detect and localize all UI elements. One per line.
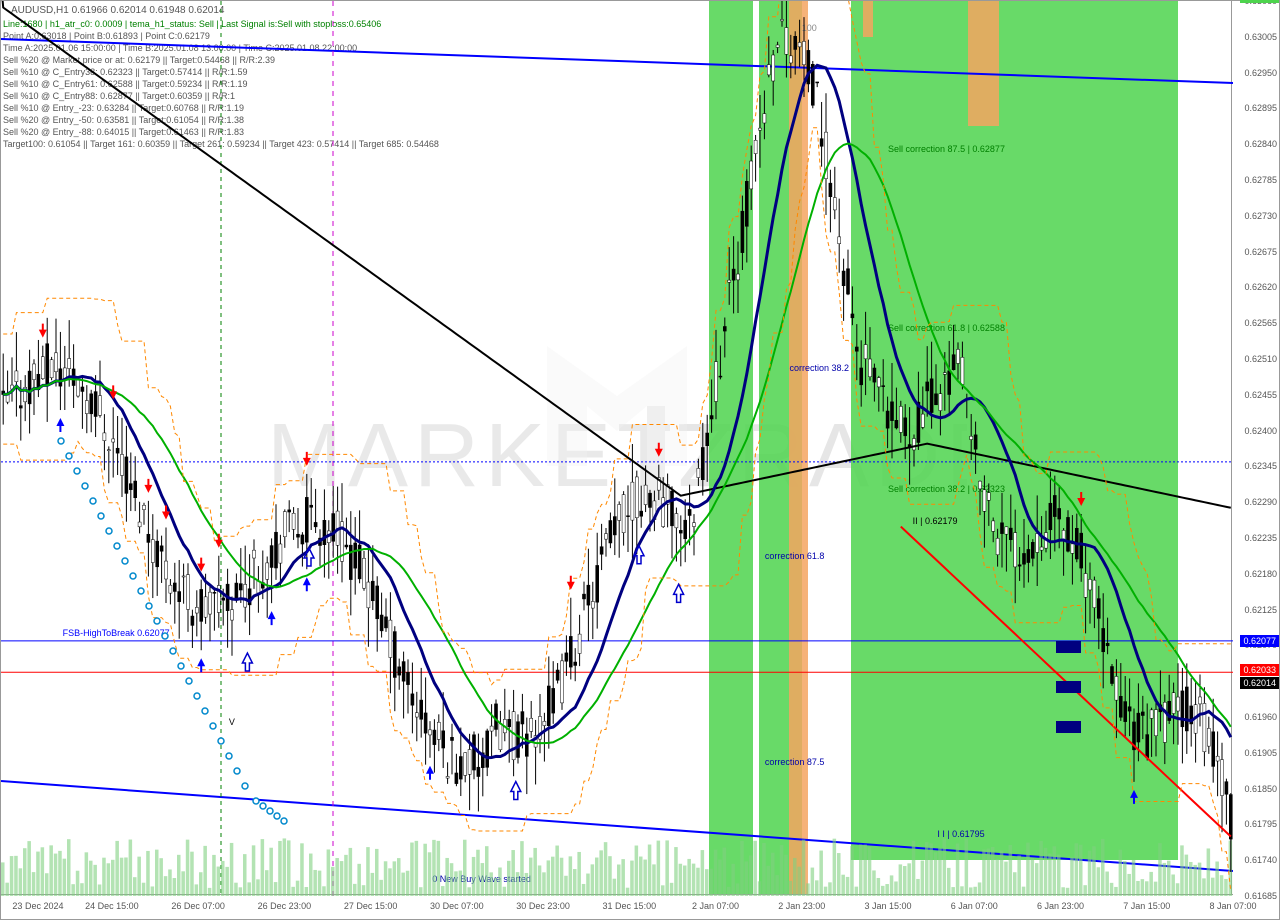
x-tick: 6 Jan 07:00 xyxy=(951,901,998,911)
y-tick: 0.61685 xyxy=(1244,891,1277,901)
x-tick: 27 Dec 15:00 xyxy=(344,901,398,911)
y-axis: 0.630600.630050.629500.628950.628400.627… xyxy=(1231,1,1279,896)
y-tick: 0.62125 xyxy=(1244,605,1277,615)
chart-container: MARKETZ TRADE xyxy=(0,0,1280,920)
y-tick: 0.62785 xyxy=(1244,175,1277,185)
y-tick: 0.62620 xyxy=(1244,282,1277,292)
x-tick: 26 Dec 23:00 xyxy=(258,901,312,911)
y-tick: 0.62235 xyxy=(1244,533,1277,543)
x-axis: 23 Dec 2024 24 Dec 15:00 26 Dec 07:00 26 De… xyxy=(1,894,1233,919)
y-tick: 0.62565 xyxy=(1244,318,1277,328)
y-tick: 0.62455 xyxy=(1244,390,1277,400)
price-label: 0.62033 xyxy=(1240,664,1279,676)
x-tick: 30 Dec 07:00 xyxy=(430,901,484,911)
y-tick: 0.62400 xyxy=(1244,426,1277,436)
price-label: 0.63070 xyxy=(1240,0,1279,3)
x-tick: 8 Jan 07:00 xyxy=(1209,901,1256,911)
x-tick: 26 Dec 07:00 xyxy=(171,901,225,911)
y-tick: 0.62675 xyxy=(1244,247,1277,257)
y-tick: 0.62510 xyxy=(1244,354,1277,364)
x-tick: 3 Jan 15:00 xyxy=(865,901,912,911)
y-tick: 0.61850 xyxy=(1244,784,1277,794)
chart-svg xyxy=(1,1,1233,896)
price-label: 0.62014 xyxy=(1240,677,1279,689)
y-tick: 0.61795 xyxy=(1244,819,1277,829)
x-tick: 2 Jan 23:00 xyxy=(778,901,825,911)
y-tick: 0.62290 xyxy=(1244,497,1277,507)
y-tick: 0.62180 xyxy=(1244,569,1277,579)
x-tick: 31 Dec 15:00 xyxy=(603,901,657,911)
x-tick: 23 Dec 2024 xyxy=(12,901,63,911)
y-tick: 0.62730 xyxy=(1244,211,1277,221)
y-tick: 0.63005 xyxy=(1244,32,1277,42)
y-tick: 0.61905 xyxy=(1244,748,1277,758)
y-tick: 0.61960 xyxy=(1244,712,1277,722)
y-tick: 0.62950 xyxy=(1244,68,1277,78)
price-label: 0.62077 xyxy=(1240,635,1279,647)
x-tick: 30 Dec 23:00 xyxy=(516,901,570,911)
y-tick: 0.62345 xyxy=(1244,461,1277,471)
x-tick: 24 Dec 15:00 xyxy=(85,901,139,911)
y-tick: 0.62895 xyxy=(1244,103,1277,113)
x-tick: 7 Jan 15:00 xyxy=(1123,901,1170,911)
y-tick: 0.61740 xyxy=(1244,855,1277,865)
chart-area[interactable]: MARKETZ TRADE xyxy=(1,1,1233,896)
x-tick: 2 Jan 07:00 xyxy=(692,901,739,911)
x-tick: 6 Jan 23:00 xyxy=(1037,901,1084,911)
y-tick: 0.62840 xyxy=(1244,139,1277,149)
